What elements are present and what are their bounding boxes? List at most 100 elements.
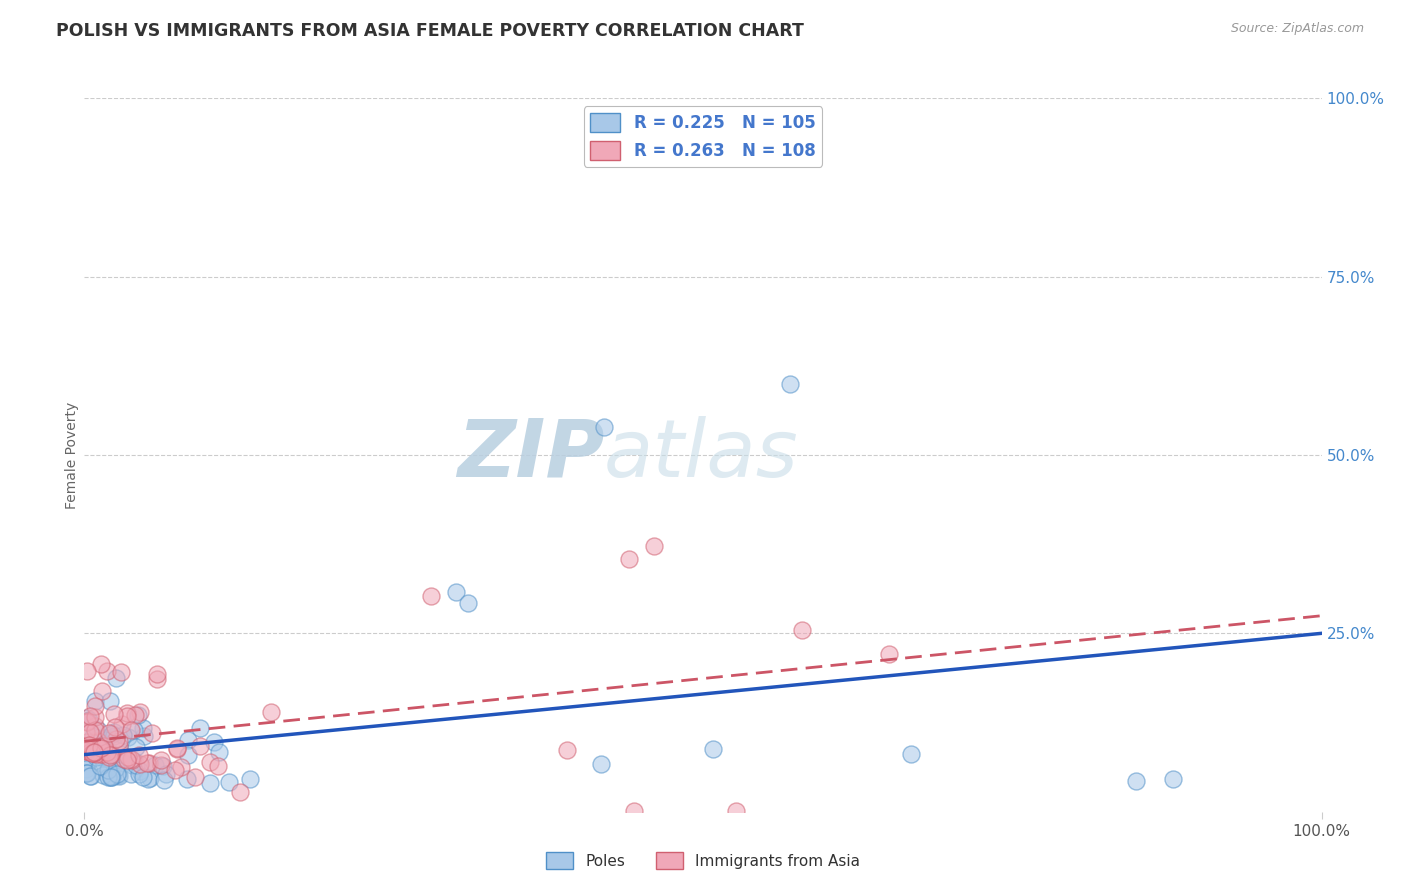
Point	[152, 758, 174, 772]
Point	[90, 740, 112, 755]
Legend: Poles, Immigrants from Asia: Poles, Immigrants from Asia	[540, 846, 866, 875]
Point	[82, 746, 104, 760]
Point	[90, 657, 112, 672]
Point	[100, 747, 122, 761]
Point	[75, 765, 97, 780]
Point	[103, 758, 125, 772]
Point	[100, 694, 122, 708]
Point	[87, 731, 110, 745]
Point	[111, 717, 134, 731]
Point	[83, 735, 105, 749]
Point	[76, 714, 98, 728]
Point	[100, 770, 122, 784]
Point	[188, 721, 211, 735]
Point	[198, 755, 221, 769]
Point	[555, 743, 578, 757]
Point	[103, 729, 125, 743]
Point	[90, 750, 112, 764]
Point	[170, 760, 193, 774]
Point	[165, 764, 187, 778]
Point	[143, 758, 166, 772]
Point	[83, 745, 105, 759]
Point	[93, 756, 115, 771]
Point	[83, 745, 105, 759]
Point	[177, 747, 200, 762]
Point	[91, 684, 114, 698]
Point	[115, 753, 138, 767]
Point	[75, 724, 97, 739]
Point	[117, 709, 139, 723]
Point	[89, 741, 111, 756]
Point	[83, 698, 105, 713]
Point	[900, 747, 922, 762]
Point	[75, 739, 97, 754]
Point	[84, 723, 107, 737]
Point	[79, 708, 101, 723]
Point	[77, 742, 100, 756]
Point	[146, 667, 169, 681]
Point	[112, 728, 135, 742]
Point	[128, 757, 150, 772]
Point	[105, 761, 128, 775]
Point	[101, 770, 124, 784]
Point	[117, 750, 139, 764]
Point	[107, 768, 129, 782]
Point	[97, 764, 120, 778]
Point	[129, 705, 152, 719]
Point	[135, 756, 157, 770]
Point	[79, 768, 101, 782]
Point	[127, 708, 149, 723]
Point	[779, 376, 801, 391]
Point	[77, 714, 100, 728]
Point	[128, 747, 150, 762]
Point	[110, 747, 132, 762]
Point	[139, 771, 162, 785]
Point	[87, 740, 110, 755]
Point	[76, 765, 98, 780]
Point	[105, 766, 128, 780]
Point	[1125, 774, 1147, 789]
Point	[208, 745, 231, 759]
Point	[188, 739, 211, 753]
Point	[877, 647, 900, 661]
Point	[128, 767, 150, 781]
Point	[97, 770, 120, 784]
Point	[96, 665, 118, 679]
Point	[75, 762, 97, 776]
Point	[136, 772, 159, 787]
Point	[86, 747, 108, 761]
Text: Source: ZipAtlas.com: Source: ZipAtlas.com	[1230, 22, 1364, 36]
Point	[120, 723, 142, 738]
Point	[76, 714, 98, 729]
Point	[457, 596, 479, 610]
Point	[97, 751, 120, 765]
Point	[125, 740, 148, 755]
Point	[83, 746, 105, 760]
Point	[77, 739, 100, 753]
Point	[82, 746, 104, 760]
Point	[79, 725, 101, 739]
Point	[89, 747, 111, 762]
Point	[155, 767, 177, 781]
Point	[96, 748, 118, 763]
Point	[98, 748, 121, 763]
Point	[444, 585, 467, 599]
Point	[104, 731, 127, 746]
Text: ZIP: ZIP	[457, 416, 605, 494]
Text: POLISH VS IMMIGRANTS FROM ASIA FEMALE POVERTY CORRELATION CHART: POLISH VS IMMIGRANTS FROM ASIA FEMALE PO…	[56, 22, 804, 40]
Point	[107, 768, 129, 782]
Point	[103, 725, 125, 739]
Point	[121, 758, 143, 772]
Point	[150, 757, 173, 772]
Point	[202, 735, 225, 749]
Point	[103, 720, 125, 734]
Point	[91, 768, 114, 782]
Point	[115, 706, 138, 721]
Point	[1161, 772, 1184, 786]
Point	[98, 726, 121, 740]
Point	[117, 730, 139, 744]
Point	[132, 721, 155, 735]
Point	[138, 756, 160, 770]
Point	[260, 705, 283, 719]
Point	[76, 711, 98, 725]
